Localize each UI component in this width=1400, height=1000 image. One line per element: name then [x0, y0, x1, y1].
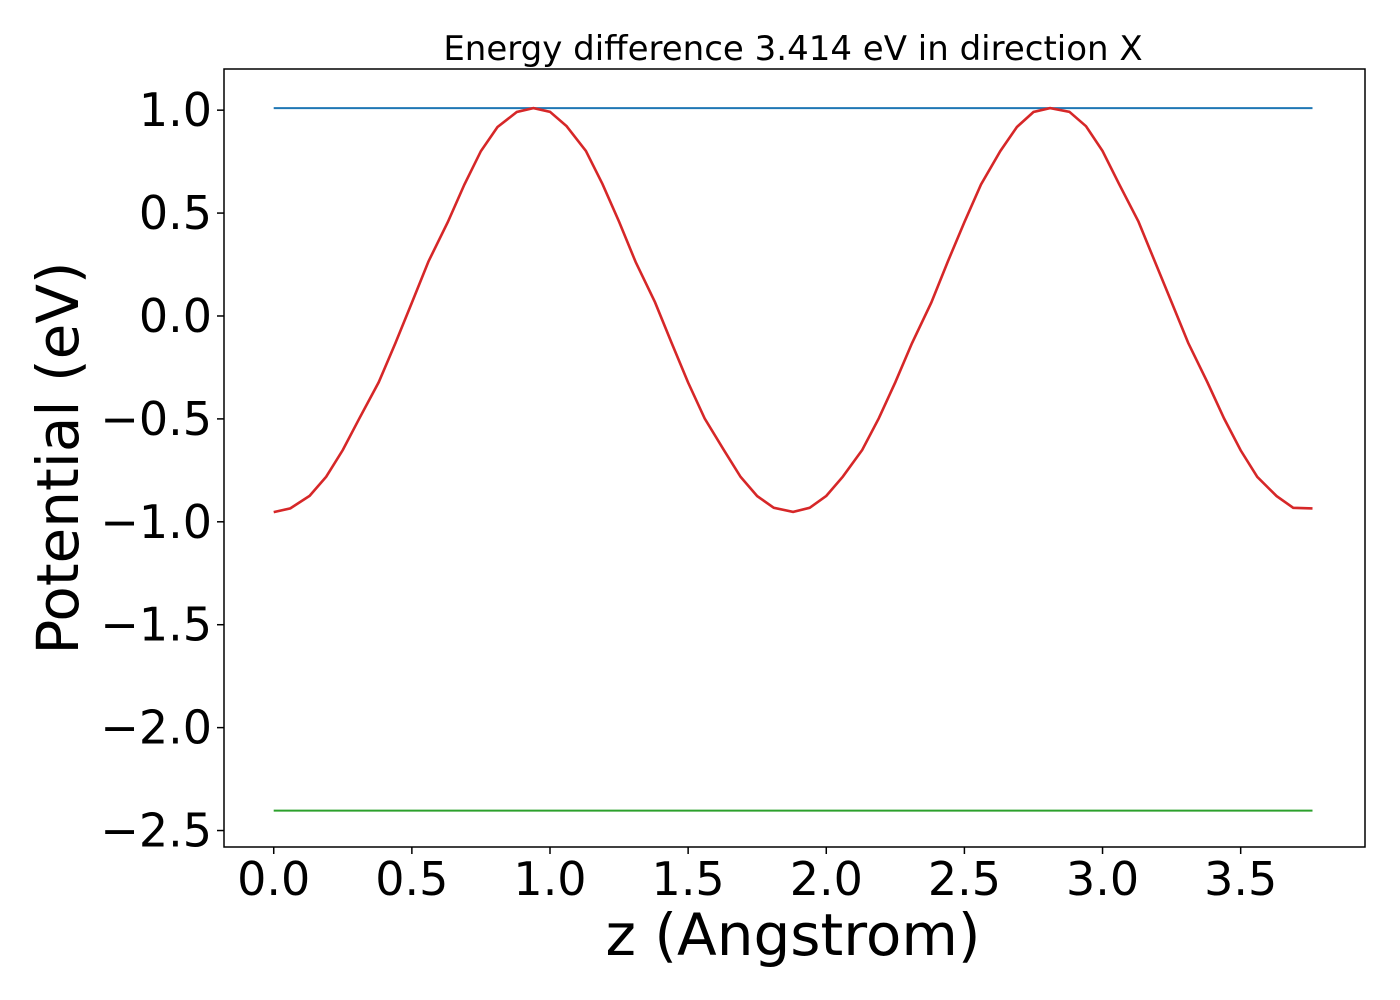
- y-tick-label: −0.5: [100, 392, 212, 446]
- x-tick-label: 3.0: [1066, 852, 1139, 906]
- y-tick-label: 1.0: [139, 83, 212, 137]
- y-tick-label: 0.5: [139, 186, 212, 240]
- x-tick-label: 2.5: [928, 852, 1001, 906]
- y-axis-label: Potential (eV): [24, 261, 92, 654]
- y-tick-label: −1.0: [100, 495, 212, 549]
- x-tick-label: 0.0: [237, 852, 310, 906]
- y-tick-label: −2.0: [100, 701, 212, 755]
- y-tick-label: −2.5: [100, 804, 212, 858]
- x-tick-label: 3.5: [1204, 852, 1277, 906]
- x-tick-label: 2.0: [790, 852, 863, 906]
- y-tick-label: −1.5: [100, 598, 212, 652]
- axes-frame: [223, 68, 1366, 848]
- x-tick-label: 1.0: [513, 852, 586, 906]
- y-tick-label: 0.0: [139, 289, 212, 343]
- axis-ticks: 0.0 0.5 1.0 1.5 2.0 2.5 3.0 3.5 1.0 0.5 0.0 −0.5 −1.…: [100, 83, 1277, 906]
- x-tick-label: 1.5: [652, 852, 725, 906]
- plot-area: [273, 106, 1313, 812]
- chart-title: Energy difference 3.414 eV in direction …: [443, 29, 1142, 69]
- series-line-2: [273, 106, 1313, 514]
- x-axis-label: z (Angstrom): [606, 901, 981, 969]
- x-tick-label: 0.5: [375, 852, 448, 906]
